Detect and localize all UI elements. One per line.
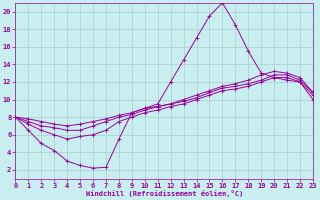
- X-axis label: Windchill (Refroidissement éolien,°C): Windchill (Refroidissement éolien,°C): [85, 190, 243, 197]
